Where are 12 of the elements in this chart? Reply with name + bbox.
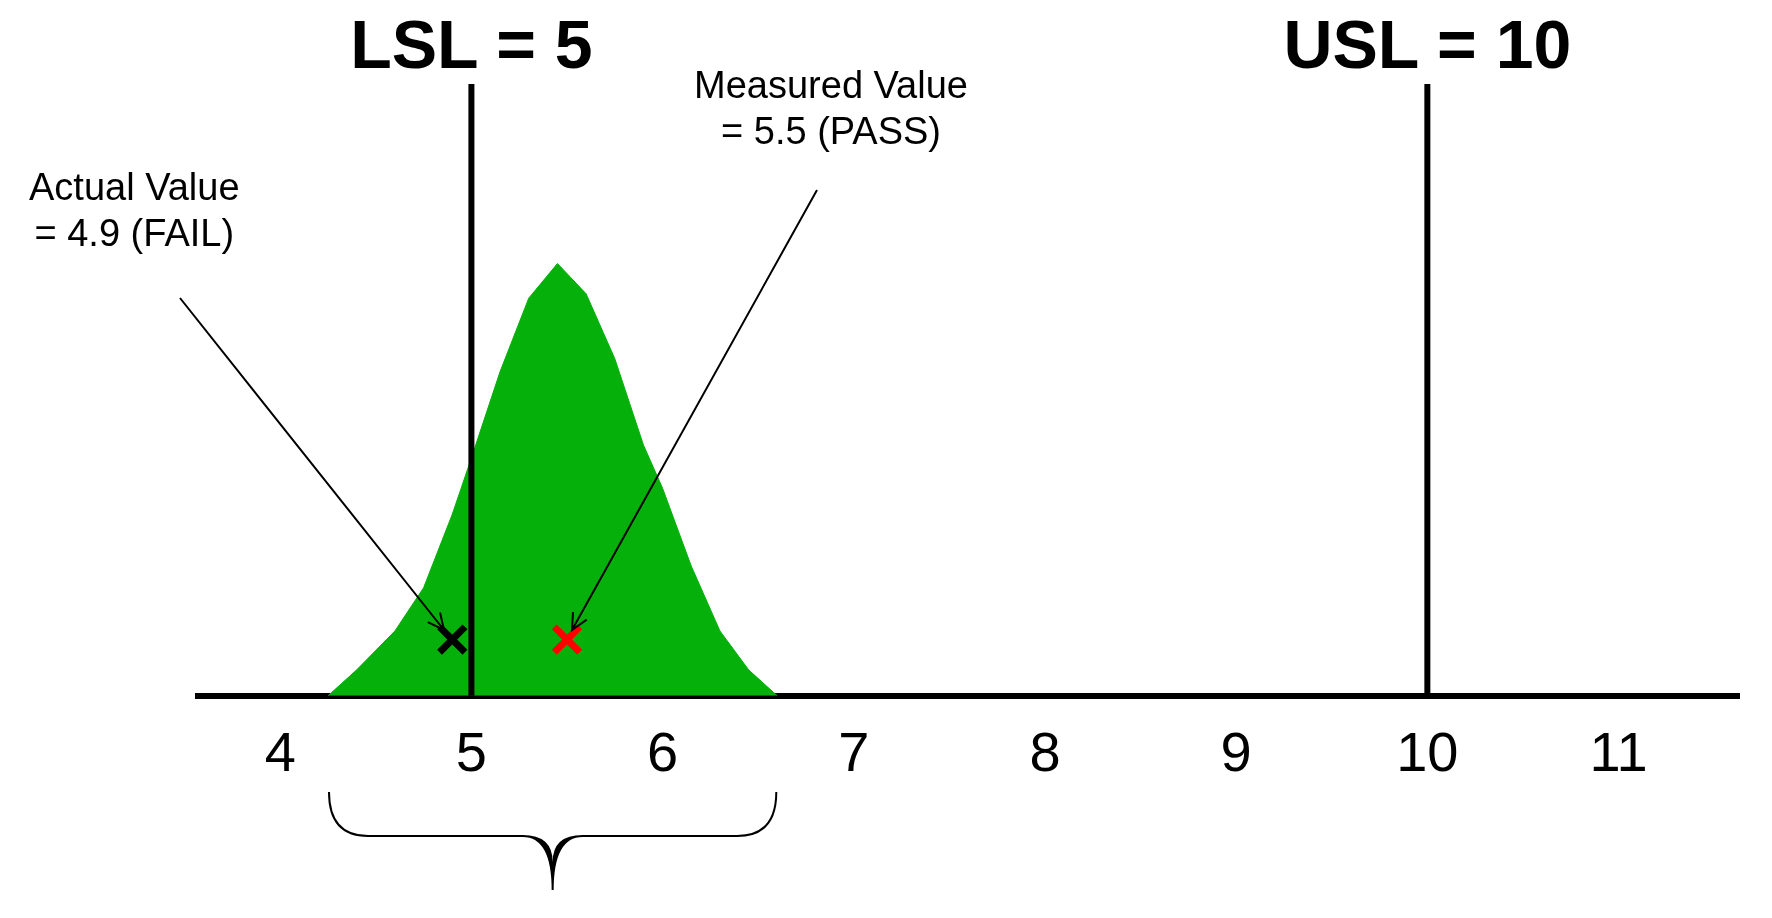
x-tick-label: 9	[1220, 719, 1252, 783]
text: Measured Value = 5.5 (PASS)	[694, 64, 968, 153]
x-tick-label: 10	[1396, 719, 1459, 783]
x-tick-label: 11	[1589, 719, 1648, 783]
ref-line-label: LSL = 5	[350, 6, 593, 82]
x-tick-label: 6	[647, 719, 679, 783]
x-tick-label: 5	[455, 719, 487, 783]
x-tick-label: 8	[1029, 719, 1061, 783]
x-tick-label: 7	[838, 719, 870, 783]
ref-line-label: USL = 10	[1283, 6, 1572, 82]
text: Actual Value = 4.9 (FAIL)	[29, 166, 240, 255]
x-tick-label: 4	[264, 719, 296, 783]
